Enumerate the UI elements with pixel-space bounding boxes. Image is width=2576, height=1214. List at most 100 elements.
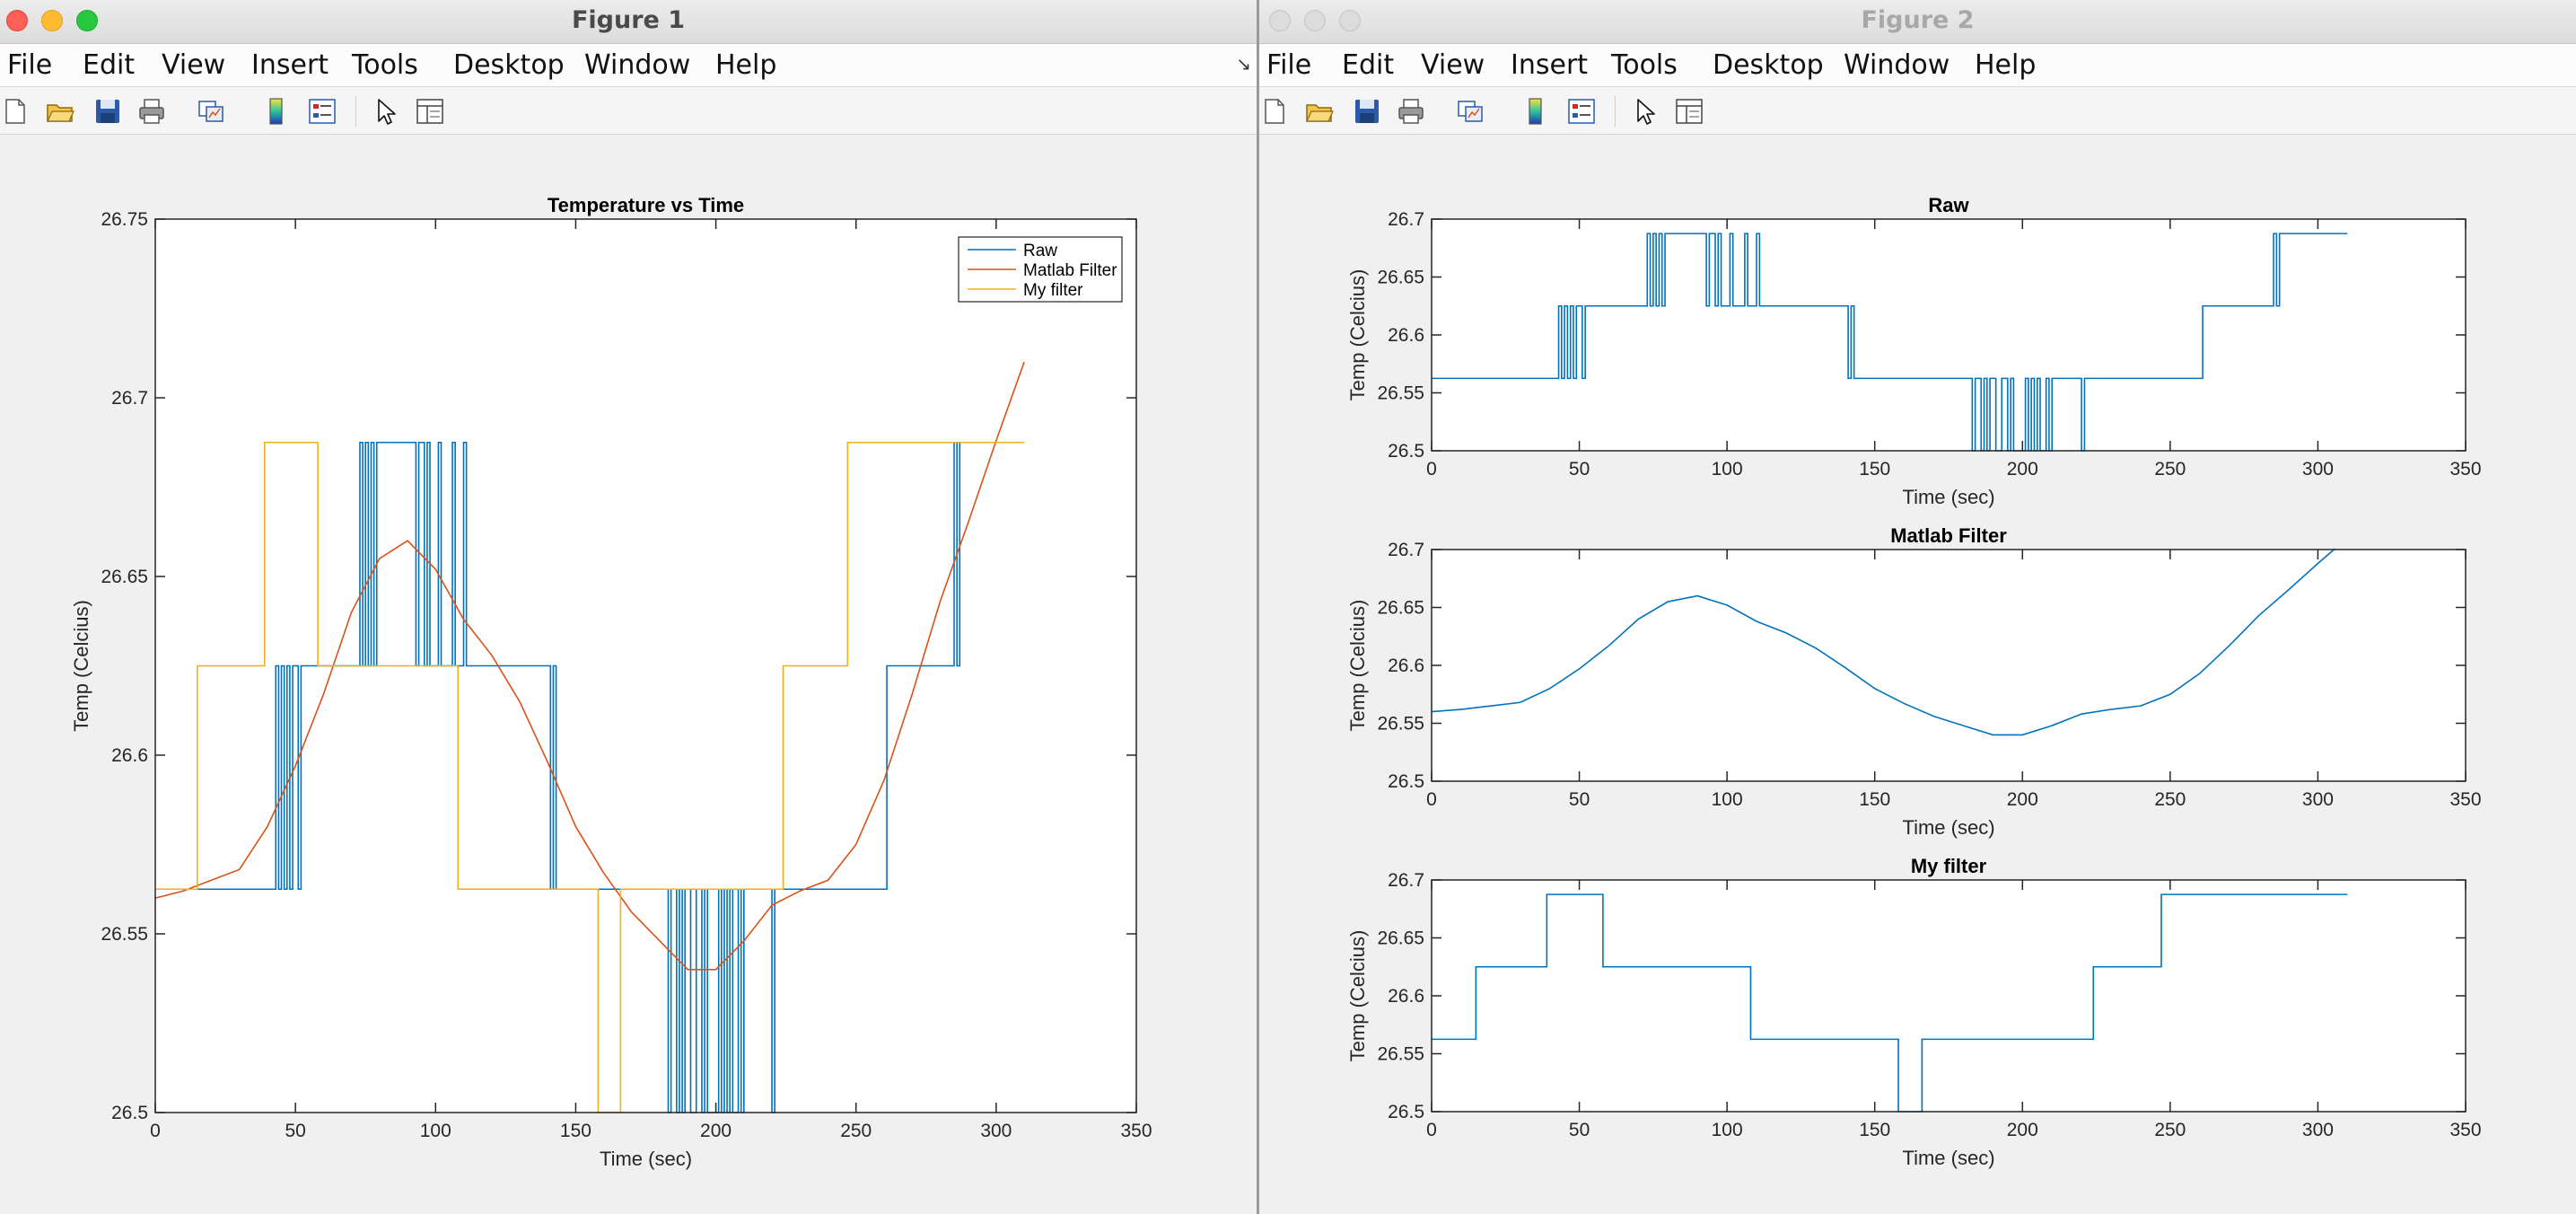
axes-4[interactable]: 0 50 100 150 200 250 300 350 26.5 26.55 26.6 26.65 2… <box>1346 855 2482 1169</box>
pointer-icon[interactable] <box>370 96 400 127</box>
menu-bar: File Edit View Insert Tools Desktop Wind… <box>0 44 1257 87</box>
series-line-myfilter <box>1432 893 2348 1113</box>
y-tick-label: 26.5 <box>1388 771 1424 792</box>
menu-edit[interactable]: Edit <box>83 49 136 81</box>
x-tick-label: 150 <box>1859 1120 1890 1140</box>
chart-title: Matlab Filter <box>1890 524 2007 547</box>
series-line-myfilter <box>155 441 1025 1113</box>
menu-desktop[interactable]: Desktop <box>453 49 565 81</box>
title-bar[interactable]: Figure 1 <box>0 0 1257 44</box>
plot-area[interactable] <box>1432 550 2466 781</box>
zoom-button[interactable] <box>76 10 98 31</box>
save-icon[interactable] <box>1352 96 1382 127</box>
minimize-button[interactable] <box>1304 10 1326 31</box>
legend-label-matlab: Matlab Filter <box>1023 261 1117 280</box>
menu-insert[interactable]: Insert <box>251 49 329 81</box>
x-tick-label: 350 <box>2449 1120 2481 1140</box>
x-tick-label: 200 <box>2007 459 2038 479</box>
x-tick-label: 250 <box>2154 459 2186 479</box>
property-inspector-icon[interactable] <box>1674 96 1704 127</box>
close-button[interactable] <box>6 10 28 31</box>
menu-file[interactable]: File <box>7 49 53 81</box>
x-tick-label: 50 <box>1569 1120 1590 1140</box>
open-file-icon[interactable] <box>1304 96 1335 127</box>
series-line-matlab <box>155 361 1025 971</box>
menu-view[interactable]: View <box>162 49 226 81</box>
x-tick-label: 0 <box>1426 459 1437 479</box>
axes-3[interactable]: 0 50 100 150 200 250 300 350 26.5 26.55 26.6 26.65 2… <box>1346 524 2482 839</box>
y-tick-label: 26.65 <box>1377 598 1424 619</box>
menu-insert[interactable]: Insert <box>1511 49 1589 81</box>
menu-tools[interactable]: Tools <box>352 49 418 81</box>
x-tick-label: 0 <box>150 1121 161 1141</box>
menu-help[interactable]: Help <box>715 49 777 81</box>
axes-1[interactable]: 0 50 100 150 200 250 300 350 26.5 26.55 26.6 26.65 2… <box>70 194 1152 1170</box>
y-axis-label: Temp (Celcius) <box>1346 269 1369 401</box>
x-tick-label: 200 <box>700 1121 732 1141</box>
dock-icon[interactable]: ↘ <box>1236 55 1251 75</box>
y-axis-label: Temp (Celcius) <box>1346 930 1369 1062</box>
window-title: Figure 1 <box>571 6 686 34</box>
window-divider <box>1257 0 1259 1214</box>
x-tick-label: 150 <box>1859 459 1890 479</box>
x-axis-label: Time (sec) <box>1902 486 1994 508</box>
window-title: Figure 2 <box>1861 6 1975 34</box>
y-axis-label: Temp (Celcius) <box>70 600 92 732</box>
chart-title: Raw <box>1928 194 1969 216</box>
new-figure-icon[interactable] <box>0 96 31 127</box>
menu-edit[interactable]: Edit <box>1342 49 1395 81</box>
figure-2-window: Figure 2 File Edit View Insert Tools Des… <box>1259 0 2576 1214</box>
colorbar-icon[interactable] <box>1520 96 1551 127</box>
x-tick-label: 50 <box>1569 459 1590 479</box>
link-plot-icon[interactable] <box>196 96 226 127</box>
legend-icon[interactable] <box>307 96 337 127</box>
figure-1-window: Figure 1 File Edit View Insert Tools Des… <box>0 0 1257 1214</box>
open-file-icon[interactable] <box>45 96 75 127</box>
y-tick-label: 26.6 <box>1388 986 1424 1007</box>
menu-desktop[interactable]: Desktop <box>1713 49 1824 81</box>
x-axis-label: Time (sec) <box>1902 816 1994 839</box>
x-tick-label: 300 <box>2302 789 2334 810</box>
zoom-button[interactable] <box>1339 10 1361 31</box>
title-bar[interactable]: Figure 2 <box>1259 0 2576 44</box>
x-tick-label: 0 <box>1426 1120 1437 1140</box>
x-axis-label: Time (sec) <box>1902 1147 1994 1169</box>
print-icon[interactable] <box>136 96 167 127</box>
axes-2[interactable]: 0 50 100 150 200 250 300 350 26.5 26.55 26.6 26.65 2… <box>1346 194 2482 508</box>
x-tick-label: 150 <box>1859 789 1890 810</box>
pointer-icon[interactable] <box>1629 96 1660 127</box>
minimize-button[interactable] <box>41 10 63 31</box>
save-icon[interactable] <box>92 96 123 127</box>
close-button[interactable] <box>1269 10 1291 31</box>
x-axis-label: Time (sec) <box>600 1148 692 1170</box>
print-icon[interactable] <box>1396 96 1426 127</box>
menu-view[interactable]: View <box>1421 49 1485 81</box>
menu-file[interactable]: File <box>1266 49 1312 81</box>
x-tick-label: 100 <box>1712 789 1743 810</box>
y-axis-label: Temp (Celcius) <box>1346 600 1369 732</box>
toolbar <box>0 87 1257 135</box>
y-tick-label: 26.5 <box>1388 1102 1424 1122</box>
new-figure-icon[interactable] <box>1259 96 1290 127</box>
plot-area[interactable] <box>1432 880 2466 1112</box>
menu-window[interactable]: Window <box>1844 49 1950 81</box>
toolbar <box>1259 87 2576 135</box>
y-tick-label: 26.65 <box>101 567 148 587</box>
colorbar-icon[interactable] <box>261 96 292 127</box>
menu-help[interactable]: Help <box>1975 49 2037 81</box>
plot-area[interactable] <box>1432 219 2466 451</box>
menu-window[interactable]: Window <box>584 49 691 81</box>
y-tick-label: 26.65 <box>1377 928 1424 949</box>
legend-icon[interactable] <box>1566 96 1597 127</box>
y-tick-label: 26.7 <box>1388 540 1424 560</box>
menu-tools[interactable]: Tools <box>1611 49 1678 81</box>
link-plot-icon[interactable] <box>1455 96 1485 127</box>
property-inspector-icon[interactable] <box>415 96 445 127</box>
y-tick-label: 26.6 <box>111 745 148 766</box>
x-tick-label: 300 <box>980 1121 1012 1141</box>
toolbar-separator <box>1615 96 1616 127</box>
x-tick-label: 250 <box>2154 789 2186 810</box>
figure-1-canvas: 0 50 100 150 200 250 300 350 26.5 26.55 26.6 26.65 2… <box>70 194 1152 1170</box>
chart-title: My filter <box>1911 855 1987 877</box>
